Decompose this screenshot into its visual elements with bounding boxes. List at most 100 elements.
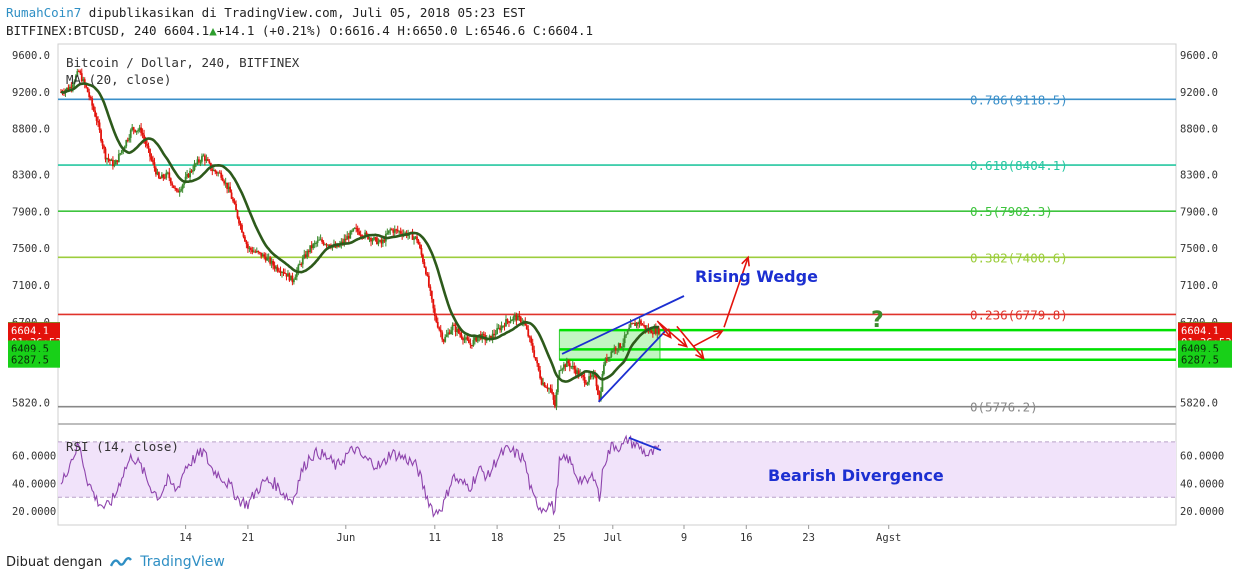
candle-body [533, 350, 536, 358]
candle-body [527, 329, 530, 337]
candle-body [509, 321, 512, 323]
candle-body [215, 171, 218, 174]
candle-body [315, 242, 318, 244]
candle-body [465, 337, 467, 339]
price-chart[interactable]: 0.786(9118.5) 0.618(8404.1) 0.5(7902.3) 0.3… [0, 0, 1234, 550]
fib-level-label: 0.786(9118.5) [970, 92, 1068, 107]
candle-body [534, 357, 537, 361]
candle-body [321, 239, 323, 242]
price-tags: 6609.36609.36604.16604.101:36:5301:36:53… [8, 322, 1232, 368]
candle-body [530, 337, 533, 344]
candle-body [284, 272, 286, 274]
candle-body [654, 328, 657, 334]
candle-body [469, 343, 472, 346]
candle-body [389, 229, 392, 231]
candle-body [100, 130, 102, 141]
candle-body [543, 382, 546, 387]
candle-body [497, 327, 500, 329]
candle-body [364, 232, 366, 237]
candle-body [267, 257, 270, 259]
time-tick-label: 23 [802, 532, 815, 544]
candle-body [198, 159, 200, 162]
price-tick-label: 9600.0 [12, 50, 50, 62]
candle-body [594, 373, 596, 378]
candle-body [559, 369, 562, 371]
projection-arrow-line [723, 257, 749, 328]
candle-body [436, 321, 439, 328]
candle-body [114, 160, 117, 165]
candle-body [459, 332, 461, 335]
candle-body [88, 92, 91, 97]
candle-body [220, 172, 223, 178]
candle-body [106, 158, 108, 160]
candle-body [439, 329, 442, 333]
candle-body [433, 308, 436, 316]
candle-body [217, 172, 220, 174]
candle-body [168, 172, 171, 179]
candle-body [411, 232, 414, 240]
candle-body [610, 351, 613, 357]
candle-body [562, 364, 565, 369]
price-tick-label: 8800.0 [12, 124, 50, 136]
candle-body [637, 322, 639, 325]
candle-body [89, 96, 92, 99]
candle-body [152, 159, 154, 163]
candle-body [275, 266, 277, 269]
rsi-14-line [60, 434, 660, 518]
candle-body [499, 327, 501, 331]
candle-body [368, 238, 371, 240]
candle-body [381, 239, 384, 244]
candle-body [322, 241, 325, 245]
rsi-tick-label: 60.0000 [1180, 451, 1224, 463]
candle-body [67, 87, 70, 90]
author-name[interactable]: RumahCoin7 [6, 5, 82, 20]
candle-body [166, 172, 169, 174]
candle-body [638, 320, 641, 325]
candle-body [635, 322, 638, 326]
candle-body [83, 79, 86, 85]
footer-brand[interactable]: TradingView [140, 554, 225, 570]
candle-body [242, 232, 245, 237]
candle-body [252, 251, 255, 253]
plot-border [57, 43, 1177, 526]
candle-body [272, 260, 275, 266]
candle-body [218, 172, 221, 174]
wedge-lower-line [597, 329, 667, 403]
candle-body [266, 257, 269, 261]
candle-body [640, 320, 642, 325]
axes: 9600.0 9600.0 9200.0 9200.0 8800.0 8800.0 8300… [12, 50, 1224, 544]
candle-body [644, 325, 647, 330]
candle-body [279, 271, 282, 273]
rsi-tick-label: 40.0000 [12, 478, 56, 490]
candle-body [359, 234, 362, 236]
candle-body [113, 164, 116, 167]
candle-body [276, 266, 279, 271]
candle-body [310, 245, 313, 249]
candle-body [546, 387, 549, 390]
candle-body [233, 201, 236, 204]
candle-body [441, 332, 444, 340]
candle-body [112, 159, 114, 167]
candle-body [419, 244, 421, 248]
candle-body [291, 275, 294, 283]
tradingview-logo-icon [110, 557, 133, 567]
candle-body [147, 145, 150, 149]
candle-body [518, 315, 521, 318]
price-change: +14.1 (+0.21%) [216, 23, 323, 38]
candle-body [623, 335, 626, 344]
candle-body [227, 186, 230, 190]
fib-level-label: 0.236(6779.8) [970, 307, 1068, 322]
candle-body [144, 139, 147, 144]
candle-body [392, 229, 395, 233]
candle-body [531, 343, 534, 351]
candle-body [456, 328, 458, 332]
candle-body [585, 383, 587, 385]
candle-body [169, 178, 172, 184]
candle-body [172, 185, 175, 188]
candle-body [85, 84, 88, 88]
candle-body [318, 239, 320, 241]
fib-level-label: 0.5(7902.3) [970, 204, 1053, 219]
ma-20-line [60, 82, 660, 383]
candle-body [120, 150, 123, 154]
candle-body [80, 73, 83, 82]
